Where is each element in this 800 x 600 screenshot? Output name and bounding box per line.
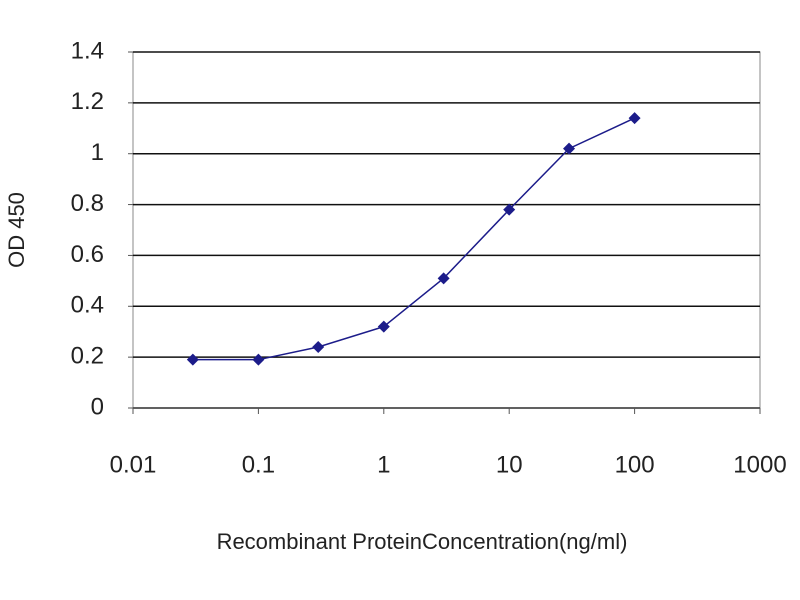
marker [312, 340, 325, 353]
y-axis-title: OD 450 [4, 192, 29, 268]
marker [377, 320, 390, 333]
y-tick-label: 1.2 [71, 88, 104, 115]
y-tick-label: 0 [91, 393, 104, 420]
x-tick-label: 0.01 [110, 451, 157, 478]
marker [628, 112, 641, 125]
x-tick-label: 0.1 [242, 451, 275, 478]
y-tick-label: 1.4 [71, 37, 104, 64]
marker [563, 142, 576, 155]
x-tick-label: 100 [615, 451, 655, 478]
series-line [192, 117, 635, 361]
x-axis-title: Recombinant ProteinConcentration(ng/ml) [217, 529, 628, 554]
y-tick-label: 0.6 [71, 241, 104, 268]
plot-area [132, 51, 761, 409]
x-tick-label: 1 [377, 451, 390, 478]
marker [503, 203, 516, 216]
marker [186, 353, 199, 366]
x-tick-label: 10 [496, 451, 523, 478]
y-tick-label: 1 [91, 139, 104, 166]
x-tick-label: 1000 [733, 451, 786, 478]
y-tick-label: 0.2 [71, 342, 104, 369]
marker [252, 353, 265, 366]
marker [437, 272, 450, 285]
y-tick-label: 0.4 [71, 292, 104, 319]
y-tick-label: 0.8 [71, 190, 104, 217]
